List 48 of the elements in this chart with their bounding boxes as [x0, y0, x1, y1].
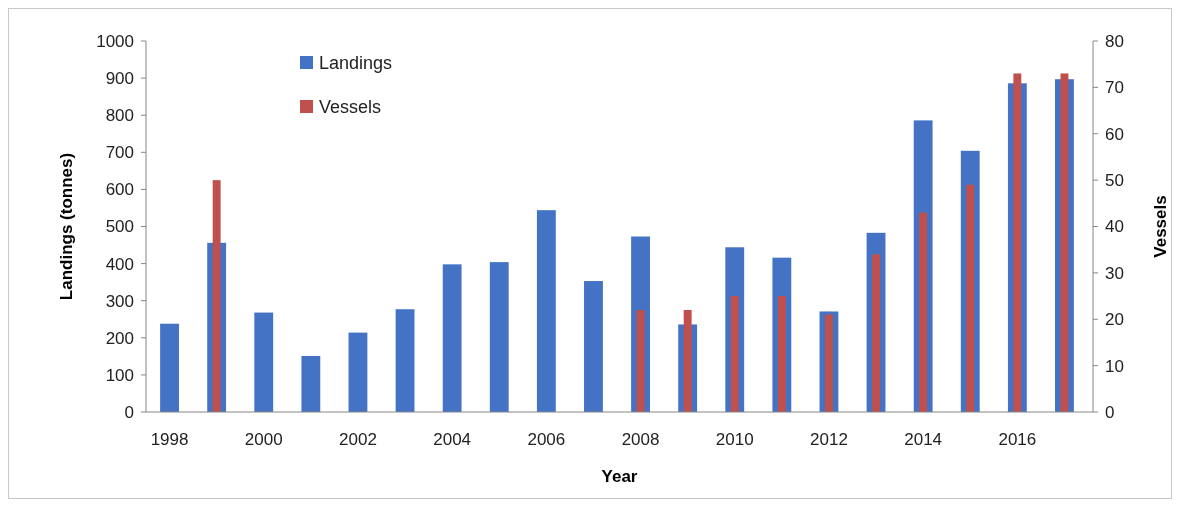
- y-tick-label: 300: [105, 291, 134, 311]
- bar: [348, 332, 368, 412]
- x-tick-label: 2002: [339, 430, 377, 449]
- x-tick-label: 2010: [715, 430, 754, 449]
- bar: [254, 312, 274, 412]
- y2-axis-title: Vessels: [1151, 195, 1170, 258]
- bar: [442, 264, 462, 412]
- x-tick-label: 2016: [998, 430, 1037, 449]
- x-tick-label: 2008: [621, 430, 660, 449]
- y-axis-title: Landings (tonnes): [57, 152, 76, 301]
- y2-tick-label: 70: [1105, 78, 1124, 98]
- bar: [730, 296, 739, 412]
- bar: [777, 296, 786, 412]
- y2-tick-label: 80: [1105, 31, 1124, 51]
- y2-tick-label: 60: [1105, 124, 1124, 144]
- bar: [489, 262, 509, 412]
- bar: [584, 281, 603, 412]
- y2-tick-label: 10: [1105, 356, 1124, 376]
- x-tick-label: 1998: [150, 430, 189, 449]
- y2-tick-label: 0: [1105, 402, 1115, 422]
- y-tick-label: 1000: [96, 31, 134, 51]
- x-tick-label: 2012: [810, 430, 848, 449]
- bar: [160, 323, 179, 412]
- x-tick-label: 2014: [904, 430, 943, 449]
- y2-tick-label: 30: [1105, 263, 1124, 283]
- legend-label: Vessels: [319, 97, 382, 118]
- y-tick-label: 600: [105, 180, 134, 200]
- y-tick-label: 900: [105, 69, 134, 89]
- bar: [636, 309, 645, 412]
- y2-tick-label: 40: [1105, 217, 1124, 237]
- x-tick-label: 2000: [244, 430, 283, 449]
- x-axis-title: Year: [601, 467, 638, 486]
- bar: [919, 212, 928, 412]
- y-tick-label: 500: [105, 217, 134, 237]
- y2-tick-label: 50: [1105, 171, 1124, 191]
- y-tick-label: 100: [105, 365, 134, 385]
- y-tick-label: 800: [105, 106, 134, 126]
- x-tick-label: 2004: [433, 430, 472, 449]
- y-tick-label: 400: [105, 254, 134, 274]
- legend-label: Landings: [319, 53, 393, 74]
- bar: [395, 309, 415, 412]
- y-tick-label: 200: [105, 328, 134, 348]
- bar: [301, 355, 321, 412]
- y2-tick-label: 20: [1105, 310, 1124, 330]
- x-tick-label: 2006: [527, 430, 566, 449]
- y-tick-label: 700: [105, 143, 134, 163]
- y-tick-label: 0: [124, 402, 134, 422]
- bar: [536, 210, 556, 412]
